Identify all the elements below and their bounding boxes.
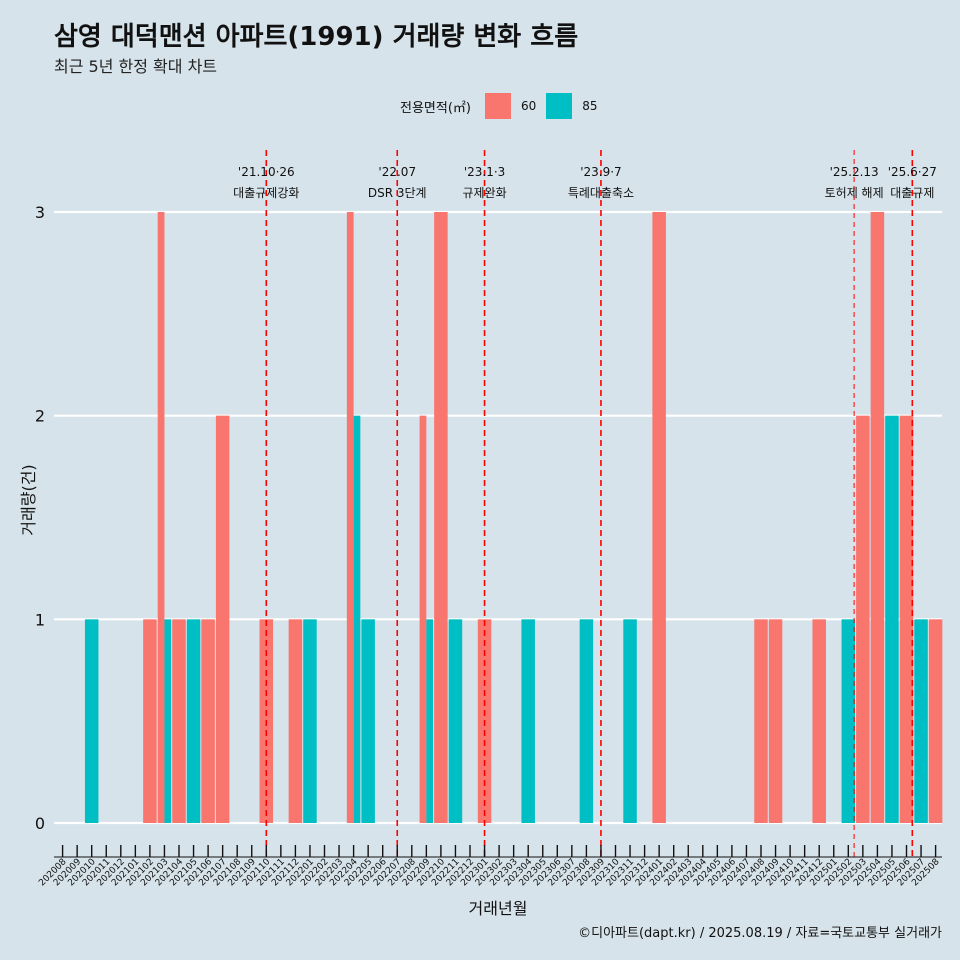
legend-swatch-60 bbox=[484, 93, 511, 119]
annotation-date: '23.9·7 bbox=[580, 165, 621, 179]
bar-202104-60 bbox=[172, 619, 186, 823]
bar-202308-85 bbox=[579, 619, 594, 823]
bar-202505-85 bbox=[885, 415, 899, 823]
annotation-label: 토허제 해제 bbox=[825, 186, 884, 200]
bar-202304-85 bbox=[521, 619, 535, 823]
bar-202408-60 bbox=[754, 619, 768, 823]
annotation-label: 특례대출축소 bbox=[568, 186, 634, 200]
annotation-label: 대출규제 bbox=[890, 186, 934, 200]
bar-202409-60 bbox=[768, 619, 783, 823]
y-tick-label: 2 bbox=[35, 407, 45, 426]
annotation-date: '25.6·27 bbox=[888, 165, 937, 179]
bar-202201-85 bbox=[303, 619, 317, 823]
legend-item-85: 85 bbox=[546, 93, 598, 119]
bar-202211-85 bbox=[448, 619, 463, 823]
bar-202504-60 bbox=[870, 212, 885, 823]
chart-title: 삼영 대덕맨션 아파트(1991) 거래량 변화 흐름 bbox=[54, 22, 579, 52]
annotation-date: '23.1·3 bbox=[464, 165, 505, 179]
y-tick-label: 0 bbox=[35, 814, 45, 833]
bar-202102-60 bbox=[143, 619, 157, 823]
bar-202103-60 bbox=[157, 212, 165, 823]
annotation-label: DSR 3단계 bbox=[368, 186, 427, 200]
bar-202107-60 bbox=[215, 415, 230, 823]
bar-202112-60 bbox=[288, 619, 303, 823]
bar-202209-85 bbox=[426, 619, 434, 823]
bar-202105-85 bbox=[186, 619, 201, 823]
bar-202103-85 bbox=[164, 619, 172, 823]
chart-subtitle: 최근 5년 한정 확대 차트 bbox=[54, 57, 218, 76]
annotation-date: '21.10·26 bbox=[238, 165, 295, 179]
bars bbox=[84, 212, 943, 823]
bar-202106-60 bbox=[201, 619, 215, 823]
bar-202502-85 bbox=[841, 619, 856, 823]
y-axis: 0 1 2 3 bbox=[35, 203, 45, 833]
bar-202412-60 bbox=[812, 619, 826, 823]
legend-item-60: 60 bbox=[484, 93, 537, 119]
bar-202503-60 bbox=[856, 415, 870, 823]
legend: 전용면적(㎡) 60 85 bbox=[400, 93, 608, 119]
y-axis-label: 거래량(건) bbox=[19, 464, 38, 535]
bar-202507-85 bbox=[914, 619, 928, 823]
annotations: '21.10·26 대출규제강화 '22.07 DSR 3단계 '23.1·3 규제완화 '… bbox=[233, 150, 937, 857]
legend-title: 전용면적(㎡) bbox=[400, 100, 471, 116]
annotation-date: '22.07 bbox=[378, 165, 416, 179]
y-tick-label: 1 bbox=[35, 610, 45, 629]
bar-202205-85 bbox=[361, 619, 375, 823]
bar-202311-85 bbox=[623, 619, 637, 823]
legend-swatch-85 bbox=[546, 93, 573, 119]
annotation-label: 규제완화 bbox=[462, 186, 506, 200]
bar-202204-60 bbox=[346, 212, 354, 823]
annotation-label: 대출규제강화 bbox=[233, 186, 299, 200]
bar-202401-60 bbox=[652, 212, 666, 823]
bar-202209-60 bbox=[419, 415, 427, 823]
bar-202508-60 bbox=[928, 619, 943, 823]
x-axis: 2020082020092020102020112020122021012021… bbox=[37, 845, 942, 888]
bar-202204-85 bbox=[353, 415, 361, 823]
x-axis-label: 거래년월 bbox=[469, 899, 528, 918]
annotation-date: '25.2.13 bbox=[830, 165, 879, 179]
legend-label-60: 60 bbox=[520, 99, 537, 113]
bar-202506-60 bbox=[899, 415, 914, 823]
source-caption: ©디아파트(dapt.kr) / 2025.08.19 / 자료=국토교통부 실… bbox=[578, 926, 942, 941]
y-tick-label: 3 bbox=[35, 203, 45, 222]
bar-202010-85 bbox=[84, 619, 99, 823]
bar-202210-60 bbox=[434, 212, 448, 823]
legend-label-85: 85 bbox=[582, 99, 598, 113]
